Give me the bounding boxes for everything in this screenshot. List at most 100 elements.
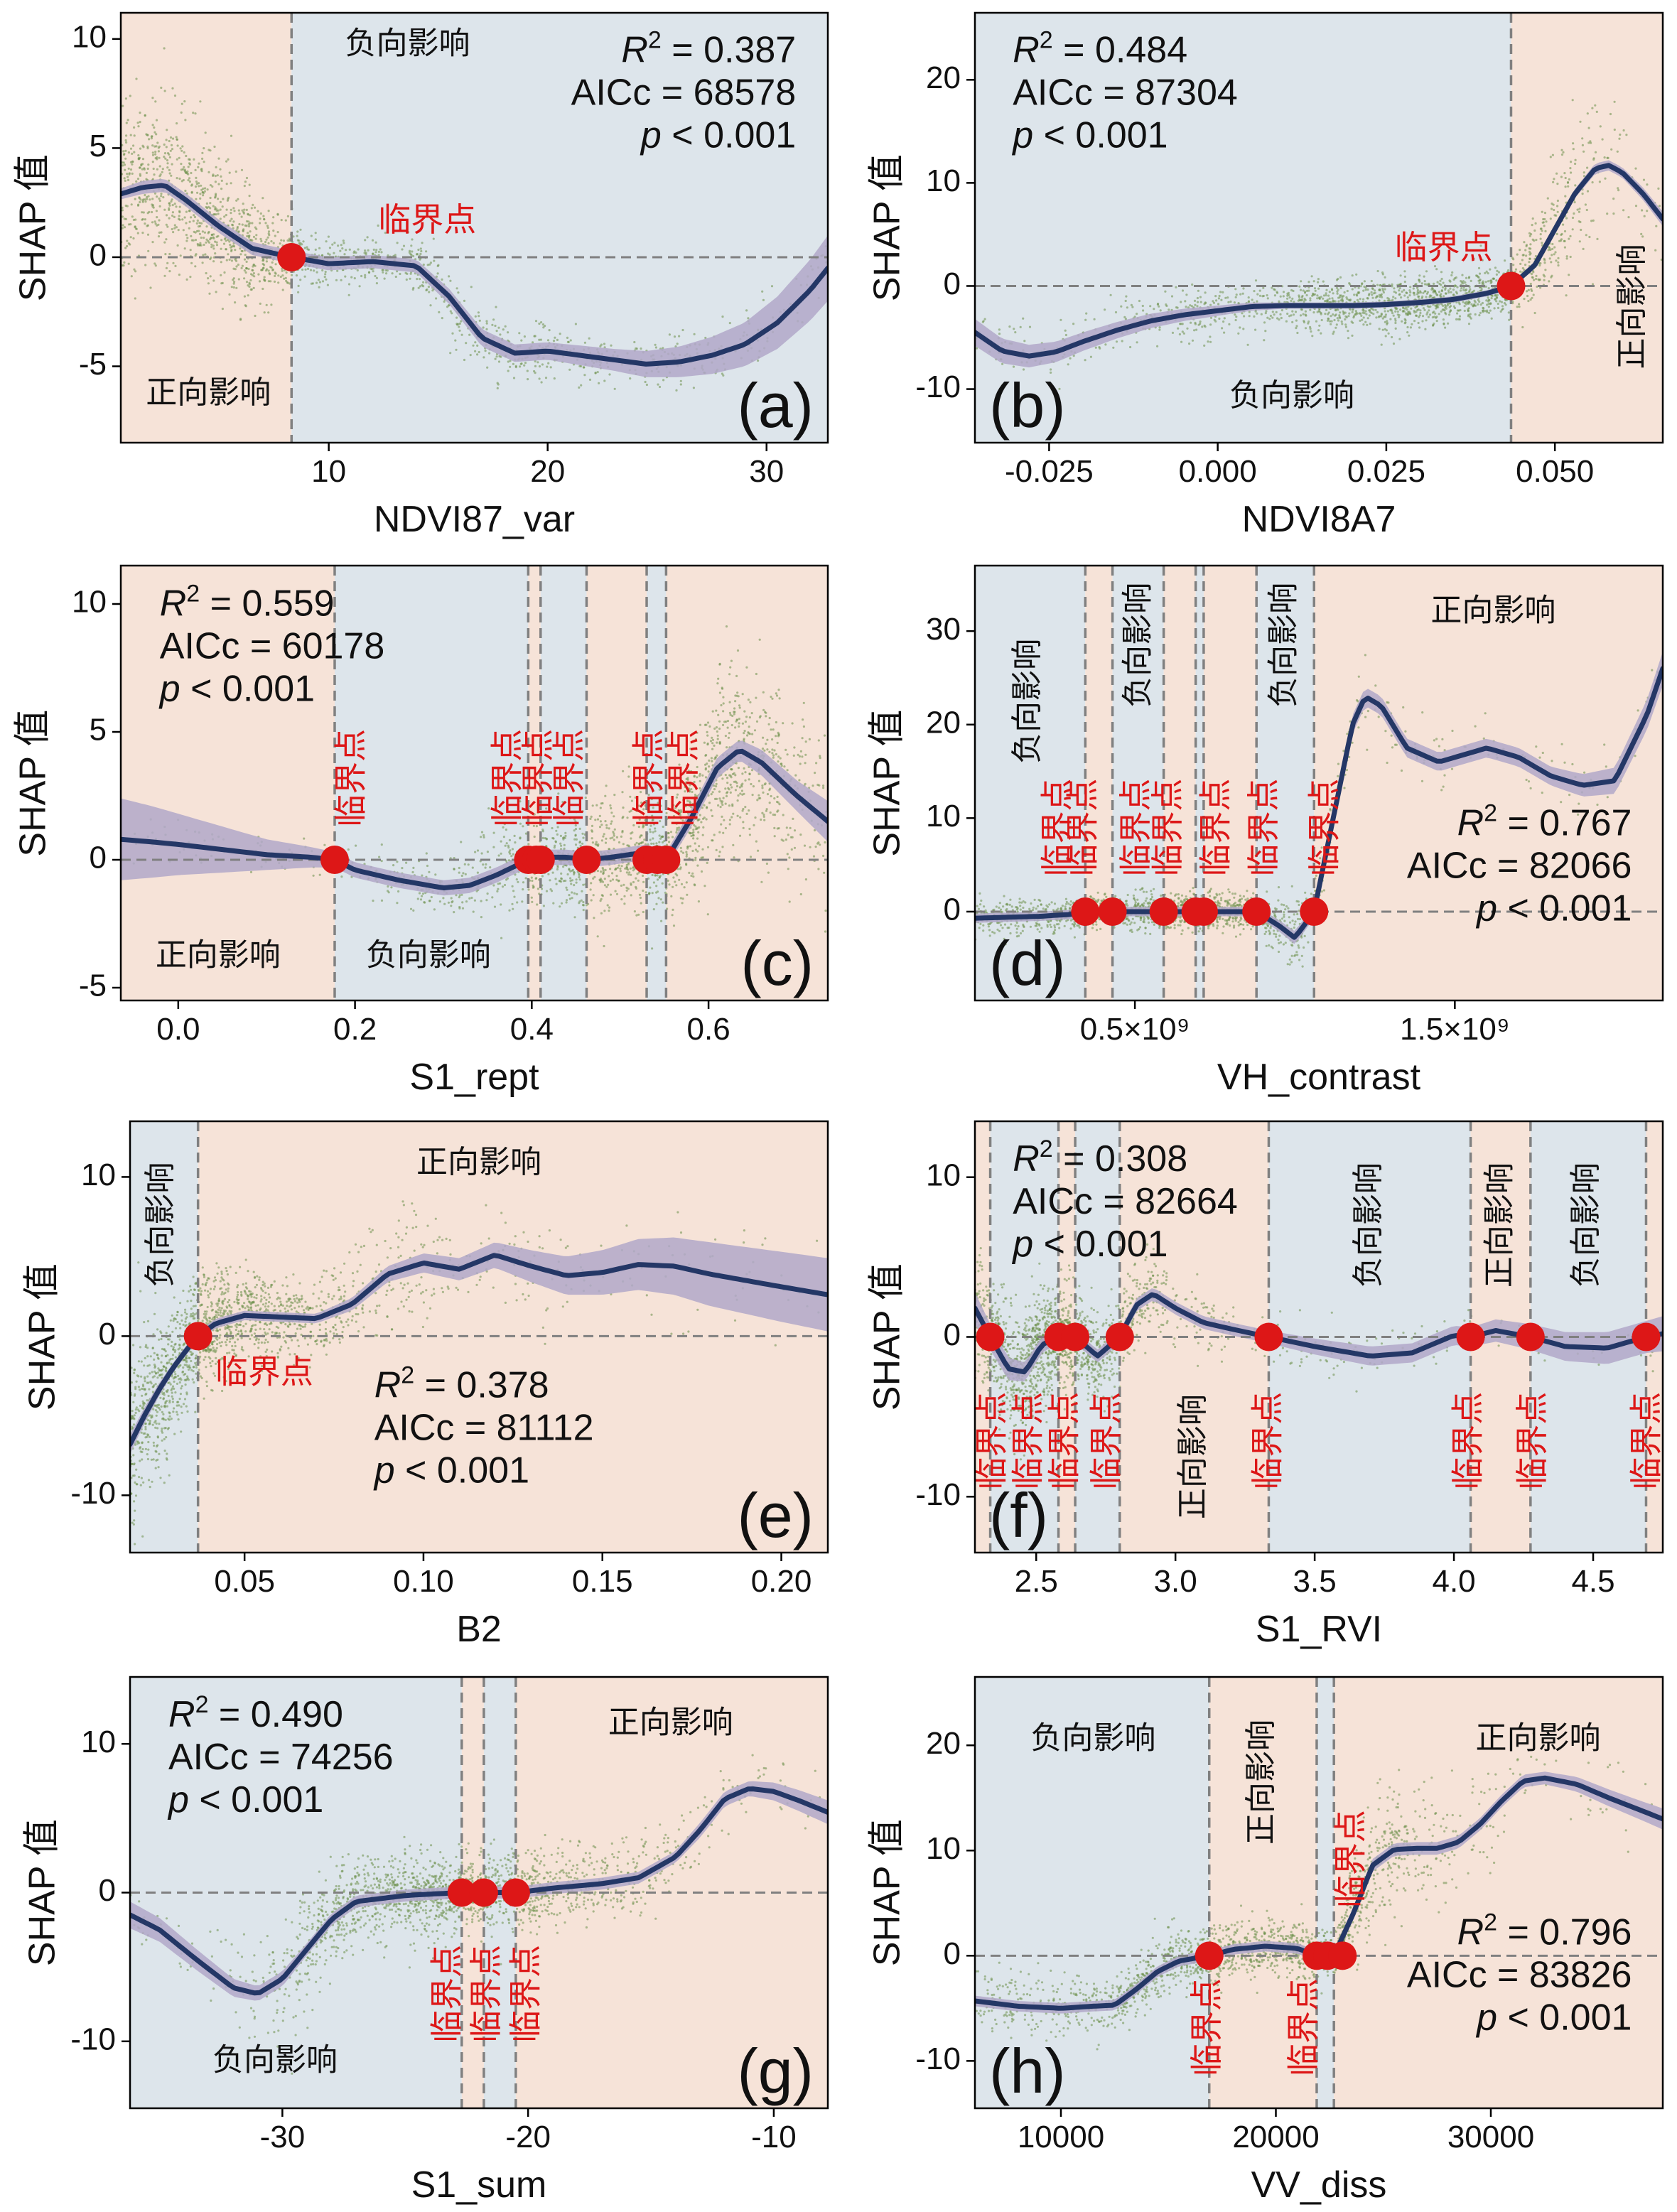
scatter-point (1180, 301, 1182, 303)
scatter-point (1565, 294, 1568, 297)
scatter-point (1327, 317, 1330, 320)
scatter-point (1352, 315, 1355, 318)
scatter-point (685, 787, 688, 789)
scatter-point (637, 879, 640, 882)
scatter-point (1544, 269, 1547, 271)
scatter-point (1204, 301, 1207, 304)
scatter-point (519, 836, 522, 839)
scatter-point (156, 141, 159, 144)
scatter-point (190, 191, 193, 194)
scatter-point (603, 379, 606, 382)
scatter-point (642, 824, 645, 826)
scatter-point (1254, 328, 1257, 331)
scatter-point (767, 723, 770, 725)
scatter-point (372, 248, 375, 251)
scatter-point (1382, 291, 1385, 294)
scatter-point (1462, 286, 1465, 289)
scatter-point (773, 749, 776, 752)
scatter-point (604, 820, 607, 823)
scatter-point (266, 236, 269, 239)
scatter-point (416, 253, 419, 256)
scatter-point (1391, 335, 1393, 339)
scatter-point (1330, 323, 1332, 325)
scatter-point (715, 785, 718, 788)
scatter-point (632, 880, 635, 884)
scatter-point (668, 883, 671, 886)
scatter-point (396, 270, 399, 273)
scatter-point (1292, 289, 1295, 293)
scatter-point (500, 355, 502, 358)
scatter-point (1489, 268, 1492, 271)
scatter-point (175, 226, 178, 229)
scatter-point (313, 269, 316, 272)
scatter-point (1409, 286, 1412, 288)
scatter-point (673, 335, 676, 338)
scatter-point (264, 279, 266, 281)
scatter-point (417, 248, 420, 252)
scatter-point (1280, 316, 1283, 320)
scatter-point (1617, 187, 1619, 190)
scatter-point (1531, 217, 1534, 220)
scatter-point (649, 831, 652, 833)
scatter-point (458, 329, 461, 332)
scatter-point (605, 826, 608, 829)
scatter-point (1489, 281, 1492, 284)
scatter-point (1627, 216, 1630, 219)
scatter-point (480, 900, 482, 902)
scatter-point (599, 879, 602, 882)
scatter-point (1582, 171, 1585, 174)
scatter-point (1129, 345, 1132, 349)
scatter-point (692, 831, 695, 833)
scatter-point (713, 744, 716, 747)
scatter-point (1403, 310, 1406, 313)
scatter-point (1188, 342, 1191, 345)
stat-aicc: AICc = 68578 (571, 72, 797, 114)
scatter-point (261, 287, 264, 291)
scatter-point (516, 901, 519, 904)
scatter-point (1592, 158, 1595, 161)
scatter-point (1416, 305, 1418, 308)
scatter-point (1368, 292, 1371, 296)
scatter-point (399, 272, 401, 276)
scatter-point (154, 222, 157, 225)
scatter-point (494, 324, 497, 328)
scatter-point (545, 807, 548, 810)
scatter-point (418, 892, 421, 895)
scatter-point (1570, 171, 1573, 174)
scatter-point (492, 318, 495, 321)
scatter-point (1521, 266, 1524, 270)
scatter-point (1467, 323, 1471, 325)
scatter-point (761, 290, 764, 293)
scatter-point (1477, 266, 1481, 269)
scatter-point (742, 821, 745, 824)
scatter-point (735, 674, 738, 678)
x-tick-label: 0.050 (1516, 454, 1594, 489)
scatter-point (1463, 305, 1466, 308)
scatter-point (228, 240, 231, 243)
scatter-point (1271, 311, 1274, 313)
scatter-point (619, 870, 622, 873)
scatter-point (623, 902, 626, 905)
scatter-point (1372, 313, 1375, 315)
scatter-point (220, 175, 222, 178)
scatter-point (1380, 315, 1383, 318)
scatter-point (210, 246, 213, 249)
scatter-point (232, 227, 234, 230)
scatter-point (156, 168, 158, 171)
scatter-point (1591, 181, 1594, 184)
scatter-point (1235, 315, 1238, 318)
scatter-point (382, 269, 385, 271)
scatter-point (1585, 208, 1588, 212)
scatter-point (744, 771, 747, 774)
scatter-point (242, 203, 244, 205)
scatter-point (609, 893, 613, 896)
scatter-point (682, 772, 685, 775)
scatter-point (158, 197, 161, 200)
scatter-point (1355, 273, 1358, 276)
scatter-point (574, 323, 578, 325)
scatter-point (1310, 275, 1313, 278)
scatter-point (1634, 205, 1638, 207)
scatter-point (808, 738, 811, 740)
